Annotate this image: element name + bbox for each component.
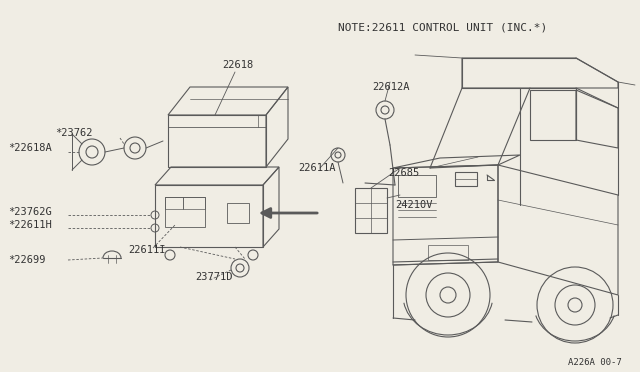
Text: 22618: 22618	[222, 60, 253, 70]
Text: 22611I: 22611I	[128, 245, 166, 255]
Text: 22611A: 22611A	[298, 163, 335, 173]
Bar	[455, 172, 477, 186]
Text: NOTE:22611 CONTROL UNIT (INC.*): NOTE:22611 CONTROL UNIT (INC.*)	[338, 22, 547, 32]
Bar	[398, 175, 436, 197]
Text: *22618A: *22618A	[8, 143, 52, 153]
Text: 22685: 22685	[388, 168, 419, 178]
Text: *22611H: *22611H	[8, 220, 52, 230]
Text: 24210V: 24210V	[395, 200, 433, 210]
Bar	[227, 203, 249, 223]
Bar	[165, 197, 183, 209]
Text: 23771D: 23771D	[195, 272, 232, 282]
Text: *23762: *23762	[55, 128, 93, 138]
Text: A226A 00-7: A226A 00-7	[568, 358, 621, 367]
Bar	[165, 197, 205, 227]
Bar	[183, 197, 205, 209]
Bar	[428, 245, 468, 260]
Bar	[355, 188, 387, 233]
Text: *22699: *22699	[8, 255, 45, 265]
Text: 22612A: 22612A	[372, 82, 410, 92]
Text: *23762G: *23762G	[8, 207, 52, 217]
